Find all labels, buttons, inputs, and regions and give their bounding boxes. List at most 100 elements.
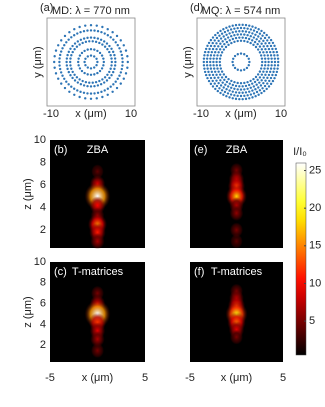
dot bbox=[218, 73, 222, 76]
dot bbox=[113, 57, 117, 60]
dot bbox=[215, 60, 218, 64]
dot bbox=[243, 39, 246, 43]
dot bbox=[251, 25, 254, 28]
dot bbox=[265, 87, 268, 91]
dot bbox=[72, 87, 76, 90]
dot bbox=[271, 73, 274, 77]
dot bbox=[53, 60, 56, 64]
dot bbox=[58, 57, 61, 60]
dot bbox=[274, 47, 278, 51]
dot bbox=[96, 37, 100, 40]
dot bbox=[70, 54, 73, 57]
dot bbox=[79, 90, 82, 94]
dot bbox=[95, 57, 98, 60]
dot bbox=[244, 36, 248, 40]
dot bbox=[108, 70, 111, 74]
dot bbox=[216, 31, 220, 35]
dot bbox=[256, 73, 260, 76]
dot bbox=[241, 85, 244, 88]
dot bbox=[265, 51, 269, 54]
y-tick-label: 10 bbox=[34, 134, 46, 146]
panel-title: MQ: λ = 574 nm bbox=[202, 5, 281, 17]
dot bbox=[229, 93, 233, 96]
dot bbox=[203, 70, 207, 74]
dot bbox=[124, 72, 128, 75]
dot bbox=[221, 81, 224, 84]
dot bbox=[108, 44, 111, 48]
dot bbox=[86, 66, 90, 69]
dot bbox=[58, 64, 61, 67]
dot bbox=[222, 93, 225, 96]
dot bbox=[91, 81, 94, 84]
dot bbox=[230, 79, 233, 83]
dot bbox=[236, 53, 239, 56]
dot bbox=[109, 85, 112, 88]
y-axis-label: y (μm) bbox=[32, 46, 44, 77]
dot bbox=[230, 34, 233, 38]
dot bbox=[246, 87, 249, 90]
dot bbox=[78, 67, 82, 70]
dot bbox=[241, 97, 244, 101]
dot bbox=[248, 97, 251, 100]
dot bbox=[209, 57, 212, 60]
dot bbox=[101, 95, 104, 99]
dot bbox=[267, 60, 270, 64]
dot bbox=[96, 29, 100, 33]
dot bbox=[276, 67, 279, 70]
dot bbox=[89, 85, 93, 88]
dot bbox=[212, 64, 215, 67]
colorbar bbox=[295, 162, 307, 356]
dot bbox=[231, 90, 234, 93]
dot bbox=[118, 74, 121, 77]
dot bbox=[60, 82, 63, 85]
dot bbox=[69, 64, 72, 67]
dot bbox=[219, 42, 222, 45]
dot bbox=[82, 84, 86, 87]
dot bbox=[58, 53, 62, 57]
dot bbox=[111, 90, 114, 93]
dot bbox=[101, 78, 104, 81]
dot bbox=[114, 80, 117, 83]
dot bbox=[217, 45, 220, 48]
dot bbox=[106, 48, 109, 51]
dot bbox=[263, 54, 266, 57]
dot bbox=[203, 50, 207, 54]
panel-label: (d) bbox=[190, 2, 203, 14]
dot bbox=[251, 96, 254, 99]
dot bbox=[256, 78, 259, 82]
y-tick-label: 4 bbox=[40, 201, 46, 213]
dot bbox=[230, 86, 233, 90]
dot bbox=[89, 54, 93, 57]
dot bbox=[215, 47, 218, 51]
dot bbox=[67, 38, 70, 41]
dot bbox=[268, 79, 271, 83]
dot bbox=[213, 76, 216, 80]
dot bbox=[249, 79, 252, 83]
dot bbox=[213, 39, 216, 42]
dot bbox=[273, 44, 276, 48]
dot bbox=[252, 92, 256, 95]
dot bbox=[89, 48, 93, 51]
dot bbox=[246, 80, 249, 84]
dot bbox=[99, 82, 103, 86]
plot-frame bbox=[196, 17, 286, 107]
panel-title: ZBA bbox=[226, 144, 248, 156]
dot bbox=[232, 64, 235, 67]
dot bbox=[105, 79, 109, 82]
dot bbox=[122, 44, 125, 47]
dot bbox=[79, 30, 82, 34]
dot bbox=[211, 41, 214, 45]
dot bbox=[76, 32, 79, 35]
dot bbox=[207, 70, 210, 74]
dot bbox=[101, 25, 104, 29]
dot bbox=[241, 91, 244, 94]
dot bbox=[269, 44, 273, 48]
dot bbox=[231, 83, 235, 87]
dot bbox=[81, 41, 84, 45]
dot bbox=[251, 39, 254, 42]
dot bbox=[267, 64, 270, 67]
dot bbox=[273, 76, 276, 80]
y-axis-label: y (μm) bbox=[182, 46, 194, 77]
dot bbox=[270, 64, 273, 67]
dot bbox=[269, 54, 273, 57]
